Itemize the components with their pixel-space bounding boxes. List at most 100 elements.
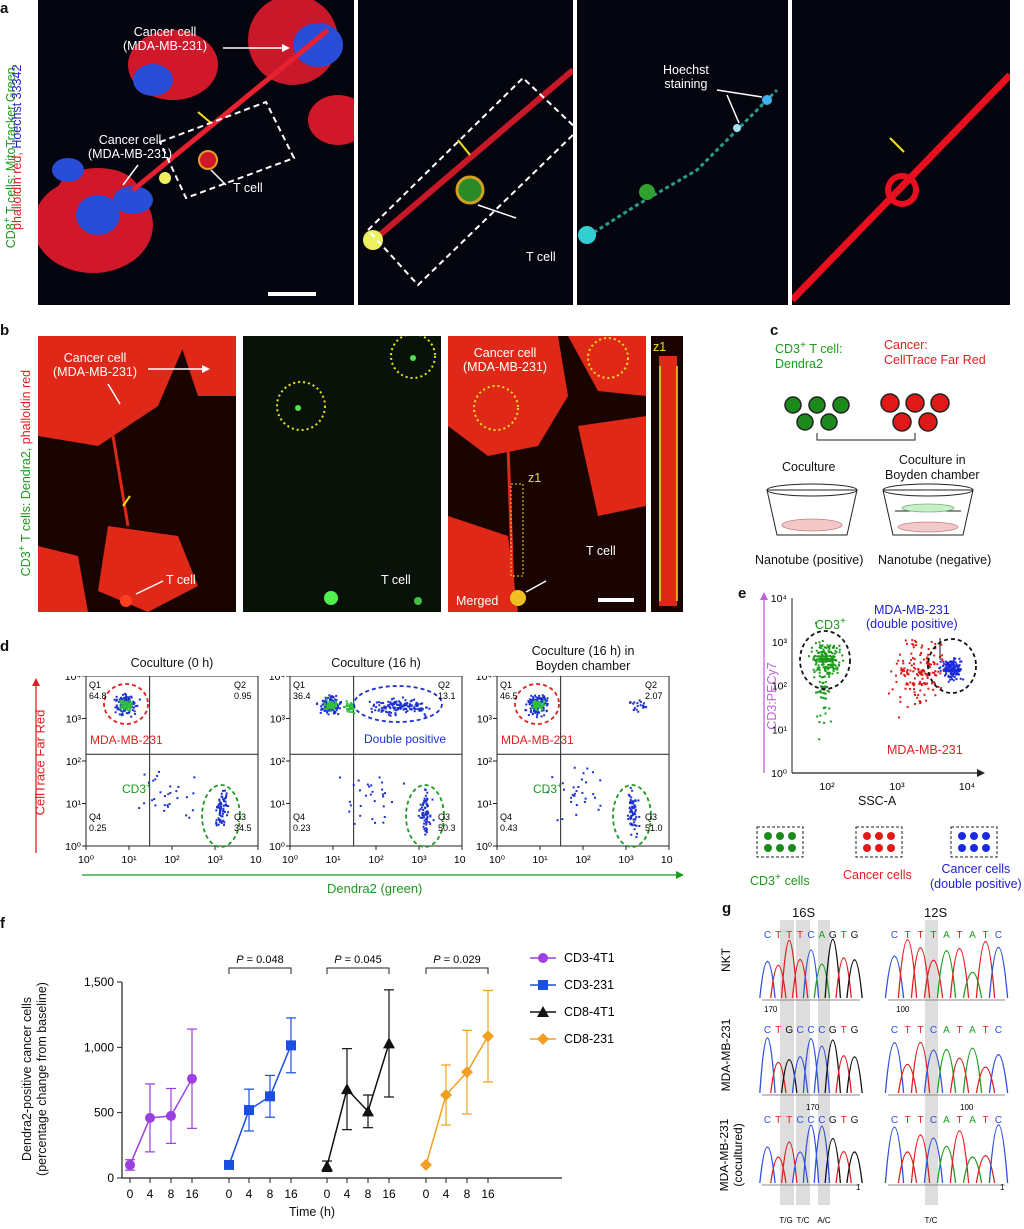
panel-e-plot: 10⁰ 10¹ 10² 10³ 10⁴ 10² 10³ 10⁴ — [760, 592, 985, 793]
event-dot — [424, 788, 427, 791]
event-dot — [368, 700, 371, 703]
event-dot — [630, 822, 633, 825]
event-dot — [370, 707, 373, 710]
event-dot — [952, 679, 955, 682]
panel-d-title-2: Coculture (16 h) — [331, 656, 421, 670]
event-dot — [823, 646, 826, 649]
event-dot — [399, 707, 402, 710]
event-dot — [143, 773, 146, 776]
data-point — [341, 1083, 353, 1095]
event-dot — [326, 696, 329, 699]
base-letter: C — [807, 1025, 814, 1036]
event-dot — [217, 803, 220, 806]
event-dot — [390, 711, 393, 714]
quadrant-label: Q3 — [438, 812, 450, 822]
panel-b-tcell-label-2: T cell — [381, 573, 411, 587]
event-dot — [128, 711, 131, 714]
y-tick-label: 10⁰ — [269, 841, 286, 853]
event-dot — [531, 701, 534, 704]
trace-peak — [936, 950, 957, 999]
event-dot — [156, 774, 159, 777]
event-dot — [958, 664, 961, 667]
event-dot — [126, 701, 129, 704]
event-dot — [535, 699, 538, 702]
event-dot — [927, 661, 930, 664]
event-dot — [957, 673, 960, 676]
event-dot — [913, 677, 916, 680]
event-dot — [937, 670, 940, 673]
event-dot — [383, 816, 386, 819]
event-dot — [575, 813, 578, 816]
base-letter: C — [995, 930, 1002, 941]
event-dot — [382, 821, 385, 824]
event-dot — [431, 798, 434, 801]
event-dot — [419, 803, 422, 806]
y-tick-label: 10⁴ — [65, 676, 81, 683]
event-dot — [389, 701, 392, 704]
p-bracket — [228, 967, 292, 974]
event-dot — [820, 658, 823, 661]
event-dot — [633, 828, 636, 831]
event-dot — [832, 646, 835, 649]
event-dot — [223, 811, 226, 814]
event-dot — [220, 822, 223, 825]
event-dot — [841, 654, 844, 657]
quadrant-value: 50.3 — [438, 823, 456, 833]
event-dot — [921, 677, 924, 680]
x-tick-label: 10⁴ — [661, 854, 673, 866]
trace-peak — [759, 1037, 776, 1094]
event-dot — [223, 824, 226, 827]
event-dot — [631, 807, 634, 810]
event-dot — [903, 669, 906, 672]
event-dot — [934, 647, 937, 650]
event-dot — [906, 683, 909, 686]
event-dot — [428, 821, 431, 824]
event-dot — [382, 706, 385, 709]
event-dot — [905, 682, 908, 685]
event-dot — [338, 707, 341, 710]
series-CD3-231 — [224, 1017, 296, 1170]
event-dot — [933, 662, 936, 665]
event-dot — [116, 706, 119, 709]
event-dot — [819, 689, 822, 692]
event-dot — [828, 664, 831, 667]
event-dot — [824, 667, 827, 670]
event-dot — [329, 710, 332, 713]
event-dot — [955, 665, 958, 668]
event-dot — [426, 815, 429, 818]
event-dot — [912, 644, 915, 647]
event-dot — [424, 811, 427, 814]
event-dot — [629, 801, 632, 804]
trace-peak — [759, 1146, 776, 1184]
event-dot — [375, 701, 378, 704]
event-dot — [366, 783, 369, 786]
cd3-label: CD3+ — [533, 781, 562, 796]
event-dot — [419, 702, 422, 705]
x-tick-label: 10² — [368, 854, 384, 866]
variant-label: T/G — [779, 1216, 792, 1225]
legend-label: CD8-4T1 — [564, 1005, 615, 1019]
trace-peak — [936, 1146, 957, 1184]
event-dot — [330, 696, 333, 699]
event-dot — [836, 668, 839, 671]
panel-d-y-arrow — [32, 678, 40, 853]
base-letter: C — [930, 1025, 937, 1036]
event-dot — [822, 685, 825, 688]
event-dot — [426, 813, 429, 816]
event-dot — [962, 678, 965, 681]
event-dot — [538, 694, 541, 697]
event-dot — [915, 673, 918, 676]
event-dot — [819, 691, 822, 694]
event-dot — [940, 643, 943, 646]
event-dot — [947, 665, 950, 668]
event-dot — [820, 657, 823, 660]
event-dot — [917, 674, 920, 677]
event-dot — [934, 670, 937, 673]
event-dot — [813, 676, 816, 679]
event-dot — [420, 709, 423, 712]
event-dot — [324, 696, 327, 699]
panel-a-ylabel-2: phalloidin red, Hoechst 33342 — [10, 64, 24, 230]
trace-peak — [988, 1054, 1009, 1094]
base-letter: G — [829, 1025, 837, 1036]
event-dot — [348, 810, 351, 813]
